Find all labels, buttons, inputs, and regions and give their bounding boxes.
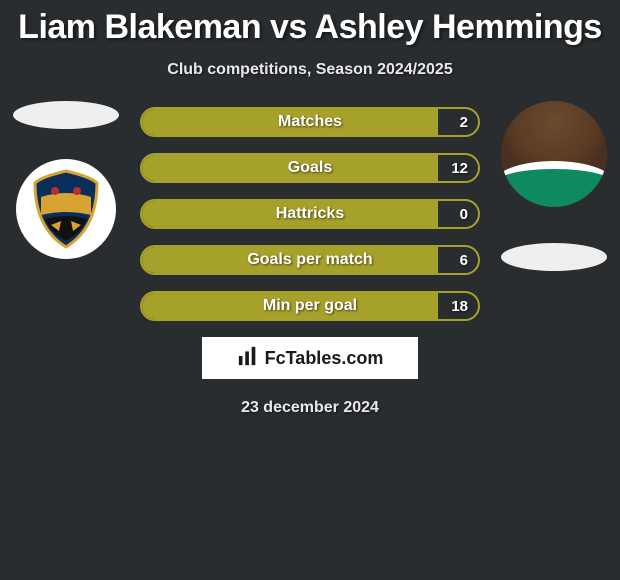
logo-text: FcTables.com (265, 348, 384, 369)
stat-bar-label: Goals (142, 155, 478, 181)
player-right-placeholder (501, 243, 607, 271)
stat-bar-label: Goals per match (142, 247, 478, 273)
stat-bar: Goals12 (140, 153, 480, 183)
stats-bars: Matches2 Goals12 Hattricks0 Goals per match… (140, 107, 480, 321)
stat-bar-value: 18 (451, 293, 468, 319)
stat-bar: Hattricks0 (140, 199, 480, 229)
stat-bar-value: 0 (460, 201, 468, 227)
player-right-column (494, 101, 614, 271)
snapshot-date: 23 december 2024 (0, 399, 620, 417)
stat-bar-value: 2 (460, 109, 468, 135)
fctables-logo[interactable]: FcTables.com (202, 337, 418, 379)
subtitle: Club competitions, Season 2024/2025 (0, 61, 620, 79)
stat-bar: Min per goal18 (140, 291, 480, 321)
stat-bar-label: Matches (142, 109, 478, 135)
stat-bar: Matches2 (140, 107, 480, 137)
player-left-column (6, 101, 126, 259)
comparison-panel: Matches2 Goals12 Hattricks0 Goals per match… (0, 107, 620, 321)
player-left-placeholder (13, 101, 119, 129)
stat-bar-value: 6 (460, 247, 468, 273)
stat-bar-label: Min per goal (142, 293, 478, 319)
southport-crest-icon (31, 169, 101, 249)
club-badge-left (16, 159, 116, 259)
stat-bar-value: 12 (451, 155, 468, 181)
stat-bar-label: Hattricks (142, 201, 478, 227)
page-title: Liam Blakeman vs Ashley Hemmings (0, 0, 620, 47)
stat-bar: Goals per match6 (140, 245, 480, 275)
chart-bars-icon (237, 345, 259, 372)
player-right-avatar (501, 101, 607, 207)
